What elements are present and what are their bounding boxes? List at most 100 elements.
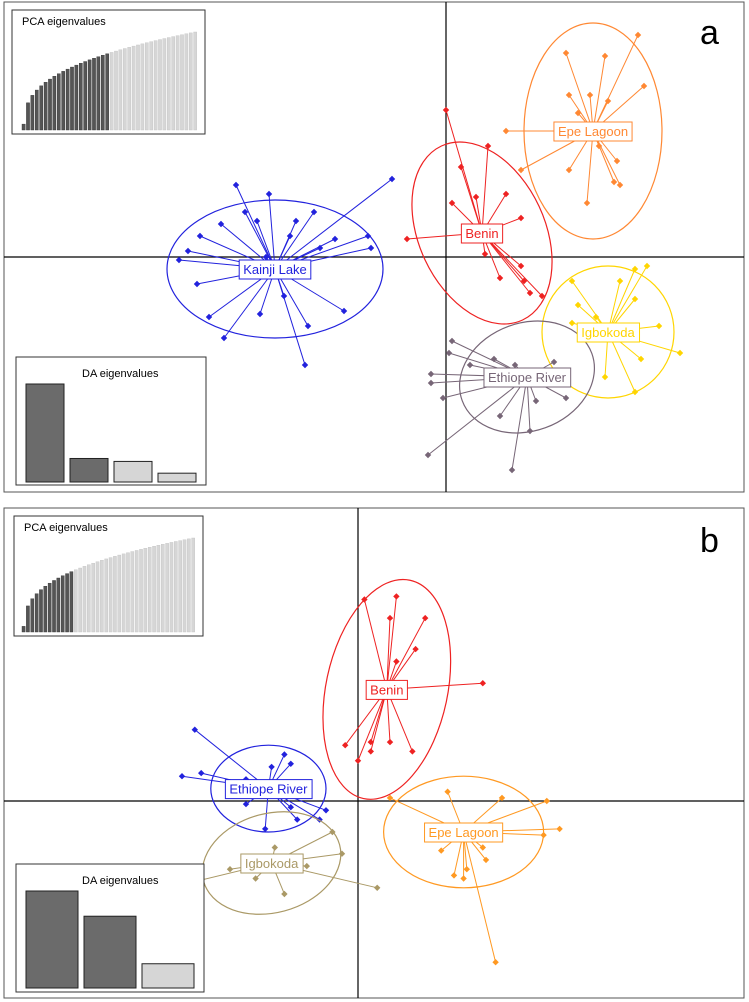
spoke-epe-lagoon: [586, 130, 594, 204]
point-benin: [496, 274, 504, 282]
point-benin: [409, 748, 416, 755]
point-kainji-lake: [316, 244, 324, 252]
point-kainji-lake: [196, 232, 204, 240]
point-igbokoda: [631, 388, 639, 396]
spoke-epe-lagoon: [463, 831, 497, 963]
ellipse-kainji-lake: [166, 199, 384, 339]
point-ethiope-river: [242, 800, 250, 808]
point-igbokoda: [374, 884, 381, 891]
panel-b-scatter: Benin Ethiope River Epe Lagoon Igbokoda: [4, 508, 744, 998]
point-kainji-lake: [175, 256, 183, 264]
pca-eigenvalue-bar: [35, 89, 39, 131]
pca-eigenvalue-bar: [73, 569, 78, 633]
panel-b-pca-eigenvalues-inset: PCA eigenvalues: [13, 515, 204, 637]
da-eigenvalue-bar: [25, 890, 79, 989]
pca-eigenvalue-bar: [118, 49, 123, 131]
pca-eigenvalue-bar: [143, 548, 148, 633]
da-eigenvalue-bar: [83, 915, 137, 989]
point-kainji-lake: [367, 244, 375, 252]
point-ethiope-river: [427, 379, 435, 387]
point-ethiope-river: [316, 816, 323, 823]
point-igbokoda: [676, 349, 684, 357]
point-epe-lagoon: [595, 142, 603, 150]
point-epe-lagoon: [640, 82, 648, 90]
label-igbokoda: Igbokoda: [576, 322, 641, 343]
point-ethiope-river: [287, 804, 294, 811]
ellipse-igbokoda: [541, 265, 675, 399]
group-label-text: Epe Lagoon: [558, 124, 628, 139]
spoke-igbokoda: [607, 265, 648, 333]
panel-a: Kainji Lake Benin Epe Lagoon Igbokoda Ethiop…: [3, 1, 745, 493]
panel-b: Benin Ethiope River Epe Lagoon Igbokoda PCA…: [3, 507, 745, 999]
point-ethiope-river: [448, 337, 456, 345]
point-igbokoda: [303, 862, 310, 870]
point-epe-lagoon: [498, 794, 506, 802]
pca-eigenvalue-bar: [156, 545, 161, 633]
spoke-benin: [481, 145, 489, 234]
point-igbokoda: [592, 313, 600, 321]
point-kainji-lake: [253, 217, 261, 225]
pca-eigenvalue-bar: [87, 59, 92, 131]
pca-eigenvalue-bar: [60, 575, 65, 633]
pca-eigenvalue-bar: [30, 598, 35, 633]
point-kainji-lake: [217, 220, 225, 228]
point-epe-lagoon: [616, 181, 624, 189]
spoke-kainji-lake: [268, 193, 276, 270]
point-igbokoda: [637, 355, 645, 363]
point-kainji-lake: [292, 217, 300, 225]
group-label-text: Ethiope River: [488, 370, 567, 385]
pca-eigenvalue-bar: [87, 564, 91, 633]
spoke-epe-lagoon: [592, 55, 606, 132]
group-label-text: Benin: [465, 226, 498, 241]
pca-eigenvalue-bar: [57, 73, 61, 131]
point-ethiope-river: [281, 751, 288, 758]
pca-eigenvalue-bar: [56, 577, 61, 633]
pca-eigenvalue-bar: [96, 56, 101, 131]
point-epe-lagoon: [613, 157, 621, 165]
pca-eigenvalue-bar: [175, 35, 180, 131]
pca-eigenvalue-bar: [153, 40, 158, 131]
point-igbokoda: [329, 828, 336, 836]
label-kainji-lake: Kainji Lake: [238, 259, 312, 280]
point-kainji-lake: [262, 253, 270, 261]
label-box: [460, 223, 504, 244]
pca-eigenvalue-bar: [69, 571, 74, 633]
point-igbokoda: [643, 262, 651, 270]
point-benin: [367, 738, 374, 746]
point-ethiope-river: [178, 773, 186, 780]
point-epe-lagoon: [610, 178, 618, 186]
point-igbokoda: [568, 319, 576, 327]
point-epe-lagoon: [492, 959, 499, 966]
pca-eigenvalue-bar: [127, 47, 131, 131]
point-ethiope-river: [294, 816, 301, 823]
point-benin: [526, 289, 534, 297]
pca-eigenvalue-bar: [21, 123, 26, 131]
pca-eigenvalue-bar: [113, 556, 117, 633]
point-igbokoda: [568, 277, 576, 285]
point-ethiope-river: [198, 769, 205, 777]
pca-eigenvalue-bar: [182, 539, 187, 633]
label-box: [365, 679, 408, 700]
point-ethiope-river: [445, 349, 453, 357]
spoke-ethiope-river: [511, 376, 528, 471]
pca-eigenvalue-bar: [91, 562, 95, 633]
pca-eigenvalue-bar: [78, 567, 82, 633]
pca-eigenvalue-bar: [21, 626, 26, 633]
da-inset-title: DA eigenvalues: [82, 875, 159, 887]
point-ethiope-river: [268, 763, 275, 771]
point-ethiope-river: [322, 807, 330, 814]
label-epe-lagoon: Epe Lagoon: [424, 822, 504, 843]
point-epe-lagoon: [583, 199, 591, 207]
point-kainji-lake: [364, 232, 372, 240]
point-epe-lagoon: [562, 49, 570, 57]
panel-a-da-eigenvalues-inset: DA eigenvalues: [15, 356, 207, 486]
point-igbokoda: [338, 850, 346, 857]
point-ethiope-river: [562, 394, 570, 402]
pca-eigenvalue-bar: [83, 61, 87, 131]
group-label-text: Epe Lagoon: [429, 825, 499, 840]
pca-eigenvalue-bar: [114, 50, 118, 131]
pca-eigenvalue-bar: [43, 82, 48, 131]
label-box: [576, 322, 641, 343]
point-benin: [393, 658, 400, 665]
point-epe-lagoon: [586, 91, 594, 99]
